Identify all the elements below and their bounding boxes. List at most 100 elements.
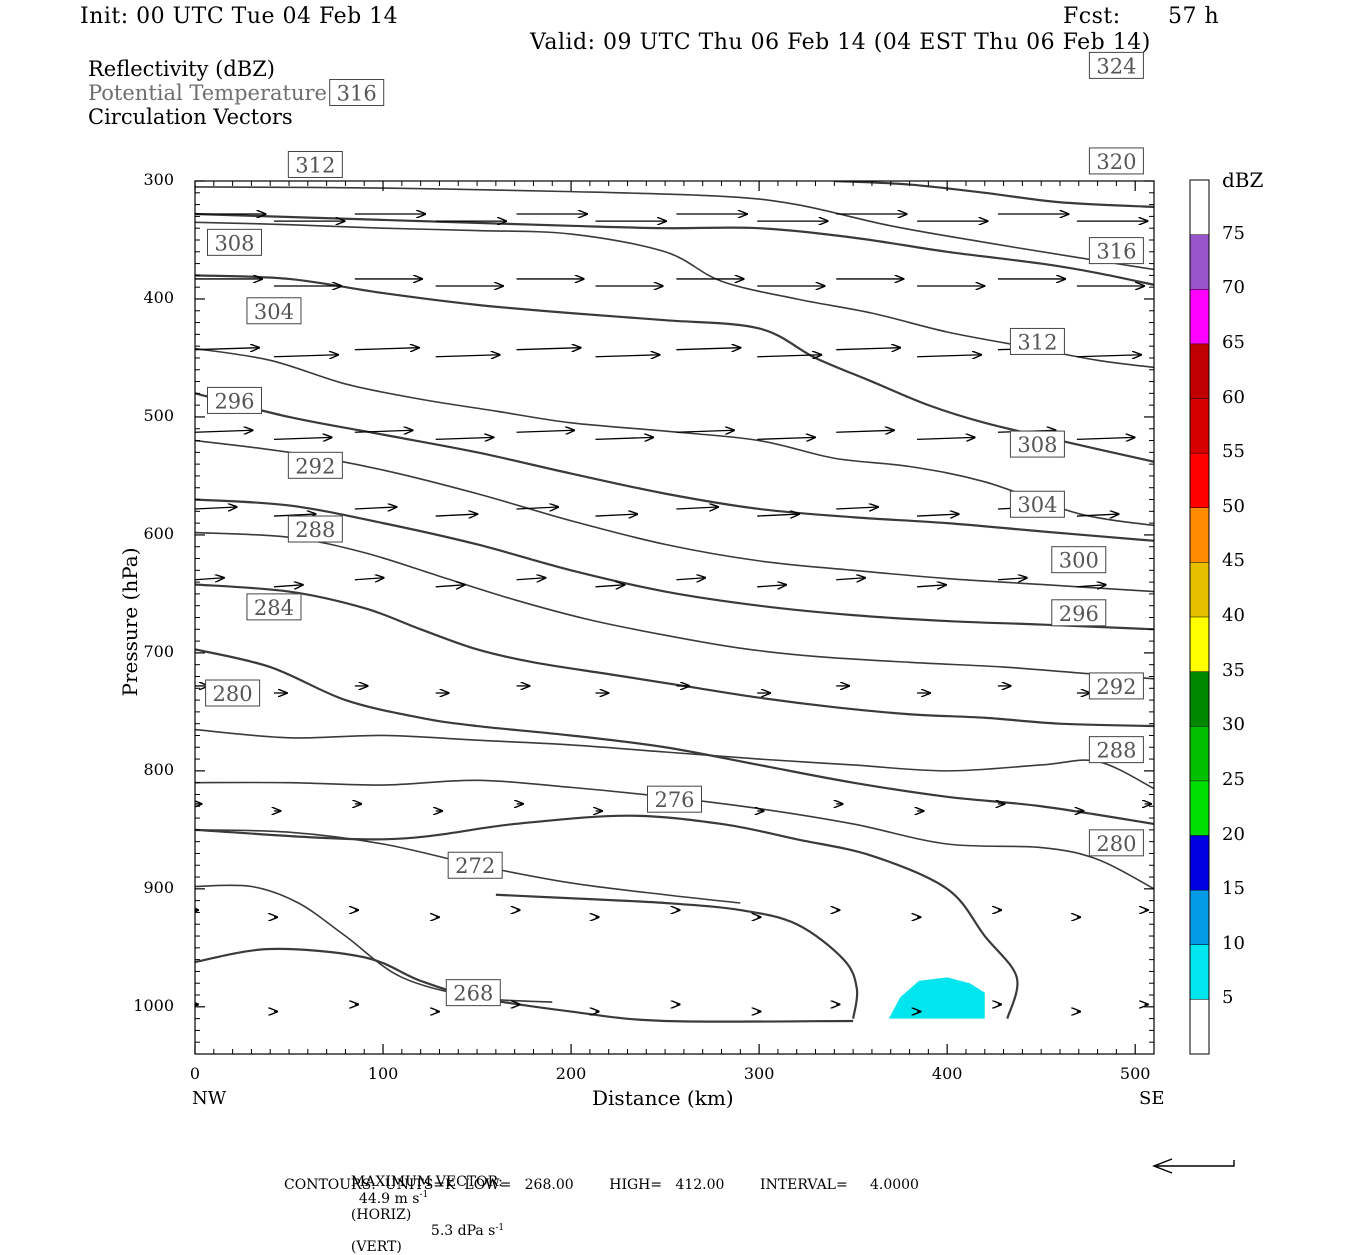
reference-arrowhead-icon bbox=[1152, 1158, 1173, 1174]
theta-contour-268 bbox=[195, 947, 854, 1023]
contour-label-text: 288 bbox=[1096, 739, 1136, 763]
colorbar-swatch bbox=[1190, 726, 1209, 781]
colorbar-swatch bbox=[1190, 507, 1209, 563]
colorbar-level-label: 15 bbox=[1222, 878, 1245, 900]
contour-label-316: 316 bbox=[329, 79, 385, 107]
contour-label-text: 288 bbox=[295, 518, 335, 542]
circulation-vector bbox=[273, 437, 332, 439]
contour-label-box bbox=[206, 386, 262, 414]
circulation-vector bbox=[836, 348, 900, 350]
contour-label-276: 276 bbox=[647, 785, 702, 813]
contour-label-text: 280 bbox=[213, 682, 253, 706]
theta-contour-312 bbox=[195, 274, 1154, 463]
circulation-vector bbox=[917, 355, 981, 357]
circulation-vector bbox=[273, 585, 303, 587]
legend-vectors: Circulation Vectors bbox=[88, 105, 293, 129]
contour-label-box bbox=[1088, 672, 1144, 700]
contour-label-box bbox=[287, 451, 343, 479]
circulation-vector bbox=[757, 514, 799, 516]
circulation-vector bbox=[435, 585, 465, 587]
colorbar-level-label: 35 bbox=[1222, 659, 1245, 681]
contour-label-280: 280 bbox=[205, 679, 261, 707]
theta-contour-300 bbox=[195, 439, 1154, 593]
contour-label-304: 304 bbox=[1009, 490, 1065, 518]
y-tick-label: 400 bbox=[143, 287, 174, 307]
contour-label-box bbox=[1009, 430, 1065, 458]
circulation-vector bbox=[435, 437, 494, 439]
colorbar-swatch bbox=[1190, 671, 1209, 727]
x-tick-label: 300 bbox=[743, 1064, 775, 1083]
contour-label-box bbox=[1088, 736, 1144, 764]
cross-section-chart: 268 272 276 280 280 284 288 288 292 292 296 296 300 3… bbox=[194, 51, 1235, 1174]
contour-label-text: 308 bbox=[1017, 433, 1057, 457]
circulation-vector bbox=[917, 514, 959, 516]
x-tick-label: 200 bbox=[555, 1064, 587, 1083]
circulation-vector bbox=[354, 348, 419, 350]
colorbar-swatch bbox=[1190, 890, 1209, 945]
circulation-vector bbox=[435, 355, 500, 357]
circulation-vector bbox=[1076, 355, 1141, 357]
contour-label-box bbox=[287, 515, 343, 543]
y-tick-label: 900 bbox=[143, 877, 174, 897]
circulation-vector bbox=[516, 578, 546, 580]
contour-label-308: 308 bbox=[1009, 430, 1065, 458]
circulation-vector bbox=[917, 585, 946, 587]
footer-contours: CONTOURS: UNITS=K LOW= 268.00 HIGH= 412.… bbox=[284, 1177, 919, 1193]
contour-label-300: 300 bbox=[1051, 546, 1107, 574]
theta-contour-288 bbox=[195, 583, 1154, 728]
circulation-vector bbox=[676, 430, 734, 432]
colorbar-swatch bbox=[1190, 835, 1209, 891]
y-axis-title: Pressure (hPa) bbox=[118, 547, 142, 697]
contour-label-text: 296 bbox=[1059, 602, 1099, 626]
contour-label-text: 292 bbox=[295, 454, 335, 478]
contour-label-text: 268 bbox=[453, 982, 493, 1006]
circulation-vector bbox=[595, 585, 625, 587]
colorbar-swatch bbox=[1190, 180, 1209, 235]
circulation-vector bbox=[195, 507, 237, 509]
max-vector-vert: 5.3 dPa s bbox=[430, 1223, 496, 1240]
contour-label-280: 280 bbox=[1088, 829, 1144, 857]
colorbar-level-label: 30 bbox=[1222, 714, 1245, 736]
circulation-vector bbox=[195, 430, 253, 432]
circulation-vector bbox=[836, 507, 878, 509]
colorbar-level-label: 25 bbox=[1222, 768, 1245, 790]
contour-label-296: 296 bbox=[206, 386, 262, 414]
theta-contour-320 bbox=[195, 212, 1154, 286]
contour-label-text: 316 bbox=[1096, 240, 1136, 264]
circulation-vector bbox=[273, 355, 338, 357]
contour-label-292: 292 bbox=[287, 451, 343, 479]
contour-label-316: 316 bbox=[1088, 237, 1144, 265]
circulation-vector bbox=[836, 430, 894, 432]
circulation-vector bbox=[354, 430, 413, 432]
circulation-vector bbox=[676, 578, 705, 580]
colorbar-level-label: 5 bbox=[1222, 987, 1234, 1009]
reflectivity-shade bbox=[888, 977, 985, 1019]
contour-label-text: 312 bbox=[1017, 330, 1057, 354]
contour-label-box bbox=[1051, 599, 1107, 627]
contour-label-box bbox=[1009, 327, 1065, 355]
contour-label-324: 324 bbox=[1088, 51, 1144, 79]
circulation-vector bbox=[516, 507, 559, 509]
circulation-vector bbox=[354, 578, 384, 580]
y-tick-label: 800 bbox=[143, 759, 174, 779]
y-tick-label: 300 bbox=[143, 170, 174, 189]
circulation-vector bbox=[595, 514, 638, 516]
colorbar-frame bbox=[1189, 179, 1210, 1055]
contour-label-296: 296 bbox=[1051, 599, 1107, 627]
contour-label-304: 304 bbox=[246, 297, 302, 325]
horiz-tag: (HORIZ) bbox=[350, 1206, 412, 1223]
legend-reflectivity: Reflectivity (dBZ) bbox=[88, 57, 276, 81]
contour-label-text: 320 bbox=[1096, 150, 1136, 174]
circulation-vector bbox=[676, 507, 718, 509]
colorbar-swatch bbox=[1190, 453, 1209, 508]
circulation-vector bbox=[195, 348, 259, 350]
x-right-label: SE bbox=[1139, 1088, 1165, 1109]
theta-contour-280 bbox=[195, 728, 1154, 790]
colorbar-swatch bbox=[1190, 562, 1209, 617]
theta-contour-308 bbox=[195, 347, 1154, 527]
contour-label-268: 268 bbox=[445, 979, 501, 1007]
x-tick-label: 0 bbox=[189, 1064, 201, 1083]
theta-contour-324 bbox=[834, 181, 1154, 209]
y-tick-label: 700 bbox=[143, 641, 174, 661]
vert-unit-exponent: -1 bbox=[495, 1222, 505, 1233]
